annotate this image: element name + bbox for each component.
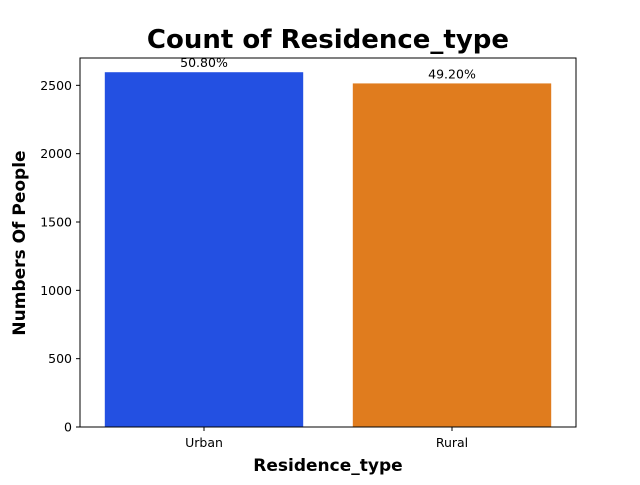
y-tick-label: 0 (64, 420, 72, 435)
plot-area: 50.80% Urban 49.20% Rural 0 500 1000 1500 2000 25… (40, 55, 577, 450)
y-tick-label: 1000 (40, 283, 72, 298)
x-tick-label-rural: Rural (436, 435, 468, 450)
y-axis-label: Numbers Of People (10, 150, 30, 335)
y-tick-label: 1500 (40, 215, 72, 230)
y-tick-label: 2500 (40, 78, 72, 93)
chart-title: Count of Residence_type (147, 25, 509, 55)
plot-frame (79, 57, 577, 428)
data-label-urban: 50.80% (180, 55, 228, 70)
bar-urban (104, 72, 304, 428)
data-label-rural: 49.20% (428, 66, 476, 81)
bar-rural (352, 83, 552, 428)
y-tick-label: 500 (48, 351, 72, 366)
y-tick-label: 2000 (40, 146, 72, 161)
x-axis-label: Residence_type (253, 456, 402, 476)
x-tick-label-urban: Urban (185, 435, 223, 450)
